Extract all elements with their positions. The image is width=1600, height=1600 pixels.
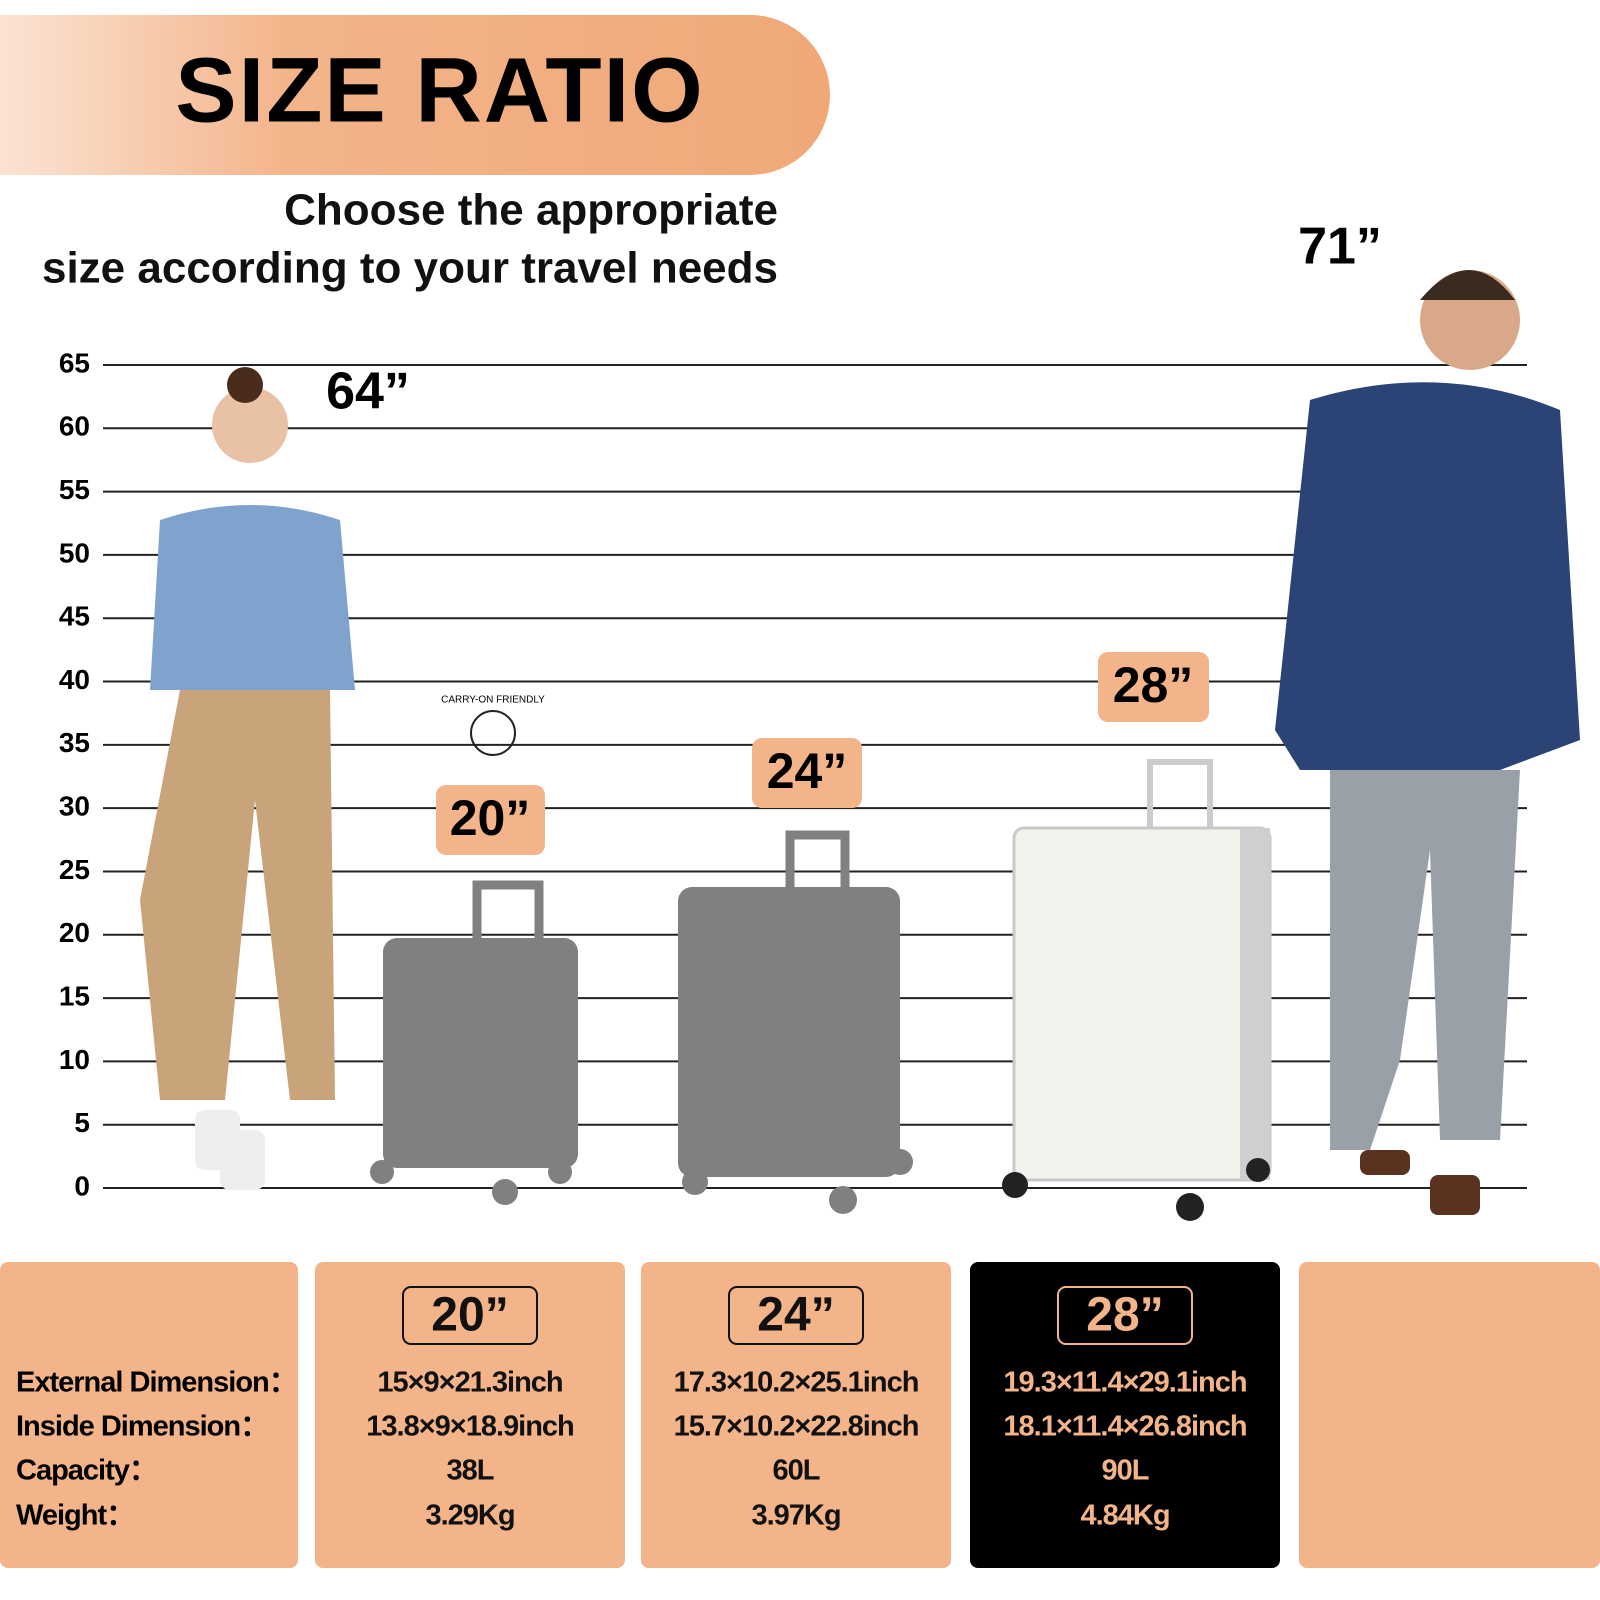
spec-panel <box>970 1262 1280 1568</box>
spec-value: 19.3×11.4×29.1inch <box>1003 1367 1246 1399</box>
spec-size-frame <box>402 1286 538 1345</box>
scale-label: 10 <box>59 1044 90 1075</box>
spec-size: 24” <box>757 1289 834 1342</box>
spec-table: External Dimension： Inside Dimension： Capa… <box>16 1262 1280 1568</box>
carry-on-badge: CARRY-ON FRIENDLY <box>441 695 545 706</box>
spec-panel <box>641 1262 951 1568</box>
spec-value: 18.1×11.4×26.8inch <box>1003 1411 1246 1443</box>
suitcase-20 <box>370 880 578 1205</box>
scale-label: 35 <box>59 727 90 758</box>
size-label: 28” <box>1113 657 1194 713</box>
size-badge <box>752 738 862 808</box>
spec-value: 15×9×21.3inch <box>377 1367 562 1399</box>
woman-figure <box>140 367 355 1190</box>
spec-value: 13.8×9×18.9inch <box>366 1411 574 1443</box>
spec-label: External Dimension： <box>16 1367 297 1399</box>
suitcase-28 <box>1002 759 1272 1221</box>
man-height: 71” <box>1298 218 1382 276</box>
scale-label: 20 <box>59 917 90 948</box>
scale-label: 0 <box>74 1170 90 1201</box>
spec-value: 90L <box>1102 1455 1149 1487</box>
scale-label: 30 <box>59 791 90 822</box>
scale-label: 25 <box>59 854 90 885</box>
empty-panel <box>1299 1262 1600 1568</box>
spec-panel <box>315 1262 625 1568</box>
scale-label: 65 <box>59 347 90 378</box>
label-panel <box>0 1262 298 1568</box>
spec-label: Weight： <box>16 1500 134 1532</box>
scale-label: 40 <box>59 664 90 695</box>
woman-height: 64” <box>326 363 410 421</box>
size-badge <box>1098 652 1209 722</box>
spec-label: Inside Dimension： <box>16 1411 268 1443</box>
subtitle: Choose the appropriate <box>284 186 778 235</box>
spec-value: 38L <box>447 1455 494 1487</box>
spec-size-frame <box>1057 1286 1193 1345</box>
title-banner <box>0 15 830 175</box>
spec-size-frame <box>728 1286 864 1345</box>
scale-label: 5 <box>74 1107 90 1138</box>
size-badge <box>436 785 545 855</box>
spec-value: 17.3×10.2×25.1inch <box>674 1367 919 1399</box>
spec-value: 4.84Kg <box>1080 1500 1169 1532</box>
spec-value: 3.97Kg <box>751 1500 840 1532</box>
spec-value: 3.29Kg <box>425 1500 514 1532</box>
scale-label: 45 <box>59 601 90 632</box>
scale-label: 55 <box>59 474 90 505</box>
title: SIZE RATIO <box>175 39 704 141</box>
scale-label: 60 <box>59 411 90 442</box>
suitcase-24 <box>678 830 913 1214</box>
size-label: 24” <box>767 743 848 799</box>
spec-label: Capacity： <box>16 1455 157 1487</box>
spec-value: 15.7×10.2×22.8inch <box>674 1411 919 1443</box>
spec-value: 60L <box>773 1455 820 1487</box>
man-figure <box>1275 270 1580 1215</box>
scale-label: 50 <box>59 537 90 568</box>
spec-size: 20” <box>431 1289 508 1342</box>
size-label: 20” <box>450 790 531 846</box>
scale-label: 15 <box>59 980 90 1011</box>
spec-size: 28” <box>1086 1289 1163 1342</box>
subtitle: size according to your travel needs <box>42 244 778 293</box>
carry-on-stamp: CARRY-ON FRIENDLY <box>441 695 545 756</box>
